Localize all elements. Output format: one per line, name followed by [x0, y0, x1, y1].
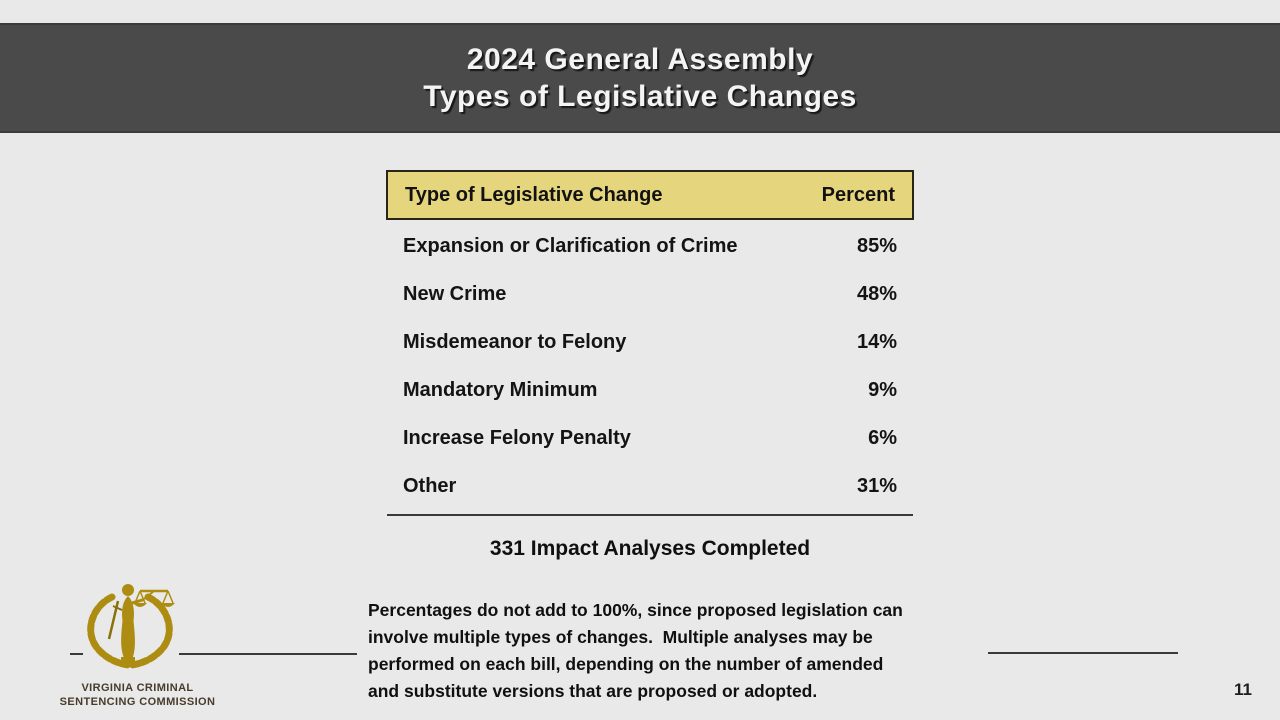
title-bar: 2024 General Assembly Types of Legislati… — [0, 23, 1280, 133]
row-type: Increase Felony Penalty — [403, 426, 631, 449]
table-row: Expansion or Clarification of Crime 85% — [386, 222, 914, 270]
vcsc-logo — [78, 577, 182, 669]
row-type: New Crime — [403, 282, 507, 305]
divider-line-right — [988, 652, 1178, 654]
footnote-line: involve multiple types of changes. Multi… — [368, 627, 873, 647]
table-row: Other 31% — [386, 462, 914, 510]
table-header-row: Type of Legislative Change Percent — [386, 170, 914, 220]
footnote-line: and substitute versions that are propose… — [368, 681, 818, 701]
slide-title-line-1: 2024 General Assembly — [466, 43, 814, 76]
row-type: Misdemeanor to Felony — [403, 330, 627, 353]
footnote-line: performed on each bill, depending on the… — [368, 654, 884, 674]
vcsc-logo-text-line-2: SENTENCING COMMISSION — [59, 695, 216, 708]
page-number: 11 — [1234, 680, 1252, 699]
footnote: Percentages do not add to 100%, since pr… — [368, 597, 903, 705]
table-header-percent: Percent — [821, 183, 895, 206]
table-row: New Crime 48% — [386, 270, 914, 318]
vcsc-logo-text-line-1: VIRGINIA CRIMINAL — [81, 682, 194, 694]
row-percent: 85% — [856, 234, 897, 257]
legislative-changes-table: Type of Legislative Change Percent Expan… — [386, 170, 914, 516]
row-percent: 31% — [856, 474, 897, 497]
divider-line-center — [179, 653, 357, 655]
table-bottom-rule — [387, 514, 913, 516]
row-percent: 14% — [856, 330, 897, 353]
table-row: Increase Felony Penalty 6% — [386, 414, 914, 462]
impact-analyses-summary: 331 Impact Analyses Completed — [489, 537, 811, 560]
row-percent: 9% — [868, 378, 897, 401]
table-header-type: Type of Legislative Change — [405, 183, 663, 206]
table-row: Mandatory Minimum 9% — [386, 366, 914, 414]
table-row: Misdemeanor to Felony 14% — [386, 318, 914, 366]
divider-line-left — [70, 653, 83, 655]
lady-justice-icon — [87, 584, 175, 669]
row-type: Expansion or Clarification of Crime — [403, 234, 738, 257]
row-type: Other — [403, 474, 457, 497]
row-percent: 48% — [856, 282, 897, 305]
row-type: Mandatory Minimum — [403, 378, 598, 401]
footnote-line: Percentages do not add to 100%, since pr… — [368, 600, 903, 620]
slide-title-line-2: Types of Legislative Changes — [423, 80, 857, 113]
row-percent: 6% — [868, 426, 897, 449]
vcsc-logo-text: VIRGINIA CRIMINAL SENTENCING COMMISSION — [40, 682, 235, 709]
table-body: Expansion or Clarification of Crime 85% … — [386, 222, 914, 510]
